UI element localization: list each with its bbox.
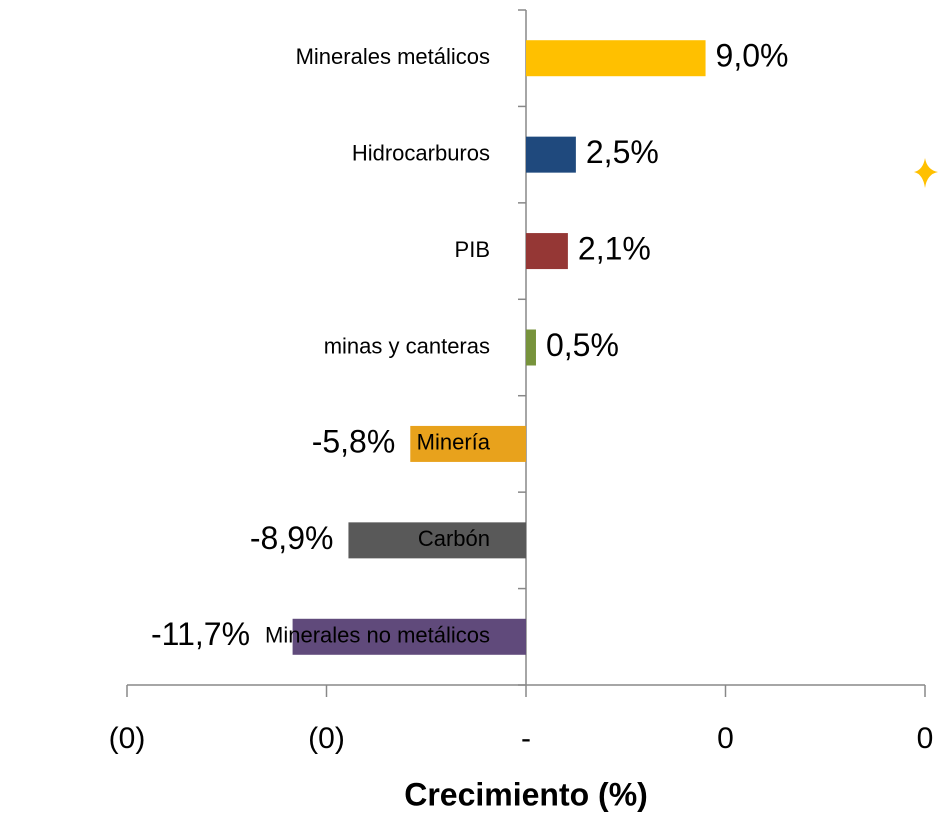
bar xyxy=(348,522,526,559)
bar xyxy=(526,329,536,366)
bar xyxy=(526,40,706,77)
value-label: 9,0% xyxy=(716,38,789,74)
category-label: Hidrocarburos xyxy=(352,140,490,165)
category-label: PIB xyxy=(455,237,490,262)
value-label: 2,1% xyxy=(578,231,651,267)
category-label: Minería xyxy=(417,430,491,455)
value-label: 0,5% xyxy=(546,327,619,363)
value-label: -11,7% xyxy=(151,616,250,652)
value-label: 2,5% xyxy=(586,134,659,170)
bar xyxy=(292,618,526,655)
x-tick-label: 0 xyxy=(717,722,734,755)
x-tick-label: (0) xyxy=(109,722,146,755)
x-tick-label: (0) xyxy=(308,722,345,755)
bar xyxy=(410,425,526,462)
x-tick-label: - xyxy=(521,722,531,755)
category-label: Minerales metálicos xyxy=(296,44,490,69)
category-label: Carbón xyxy=(418,526,490,551)
category-label: minas y canteras xyxy=(324,333,490,358)
value-label: -5,8% xyxy=(312,423,396,459)
value-label: -8,9% xyxy=(250,520,334,556)
x-tick-label: 0 xyxy=(917,722,934,755)
bar xyxy=(526,136,576,173)
bar xyxy=(526,233,568,270)
x-axis-title: Crecimiento (%) xyxy=(404,776,648,812)
category-label: Minerales no metálicos xyxy=(265,623,490,648)
sparkle-icon xyxy=(914,158,938,188)
